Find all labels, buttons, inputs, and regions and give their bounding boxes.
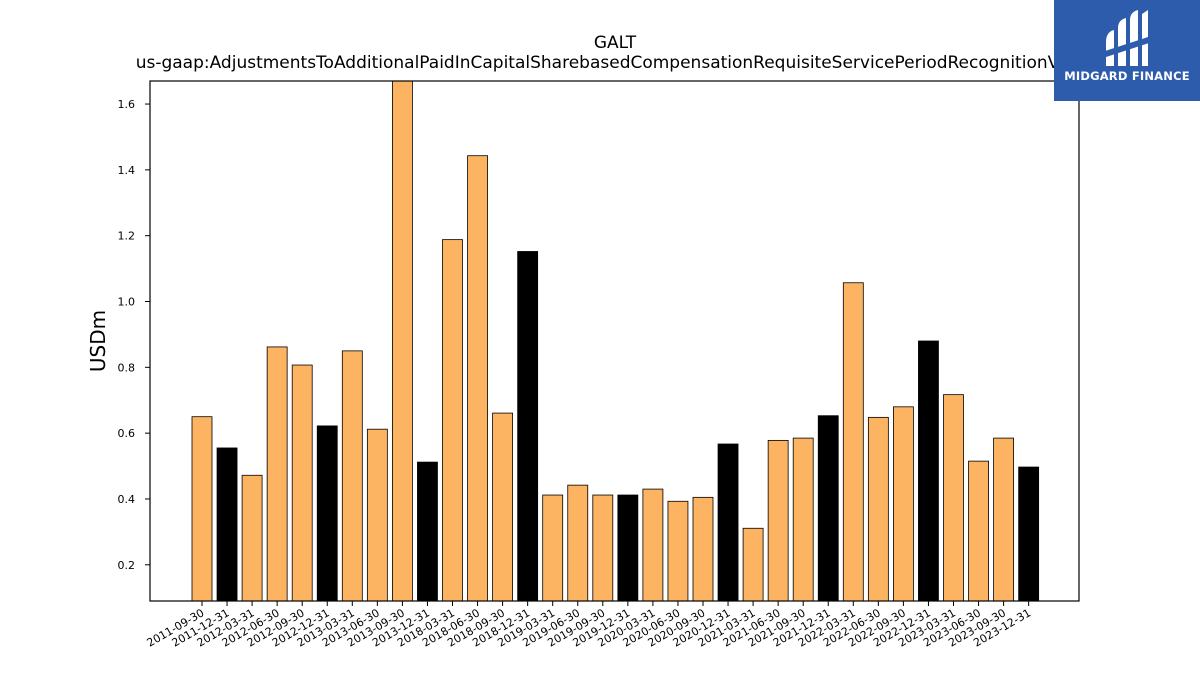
bar-2012-12-31 (316, 425, 338, 602)
bar-2023-09-30 (993, 437, 1014, 602)
y-tick-label: 1.4 (118, 164, 136, 177)
bar-2012-09-30 (291, 364, 313, 602)
bar-2019-03-31 (542, 494, 564, 602)
bar-2021-03-31 (742, 527, 764, 602)
brand-name: MIDGARD FINANCE (1064, 69, 1190, 83)
midgard-finance-logo: MIDGARD FINANCE (1054, 0, 1200, 101)
bar-2011-12-31 (216, 447, 238, 602)
bar-2022-12-31 (918, 340, 939, 602)
bar-2020-09-30 (692, 496, 714, 602)
bar-2013-12-31 (417, 461, 438, 602)
chart-title: GALT (594, 33, 637, 53)
y-axis-label: USDm (86, 310, 110, 372)
bar-2019-06-30 (567, 484, 589, 602)
bar-2012-03-31 (241, 474, 263, 602)
bar-2021-09-30 (792, 437, 814, 602)
bar-2011-09-30 (191, 416, 213, 602)
y-tick-label: 0.6 (118, 427, 136, 440)
y-tick-label: 0.4 (118, 493, 136, 506)
y-tick-label: 1.0 (118, 296, 136, 309)
plot-frame (149, 80, 1080, 602)
x-axis: 2011-09-302011-12-312012-03-312012-06-30… (145, 601, 1033, 650)
bar-2018-03-31 (442, 239, 463, 602)
bar-2013-09-30 (391, 80, 413, 602)
bar-2018-12-31 (517, 251, 539, 602)
bar-series (191, 80, 1040, 602)
bar-2023-06-30 (968, 460, 989, 602)
y-tick-label: 1.6 (118, 98, 136, 111)
y-tick-label: 1.2 (118, 230, 136, 243)
bar-2023-03-31 (943, 394, 964, 602)
bar-2022-03-31 (842, 282, 864, 602)
chart-subtitle: us-gaap:AdjustmentsToAdditionalPaidInCap… (136, 53, 1095, 73)
bar-2020-06-30 (667, 500, 689, 602)
bar-2018-09-30 (492, 412, 514, 602)
bar-2012-06-30 (266, 346, 288, 602)
logo-mark-icon (1104, 10, 1150, 66)
bar-2013-03-31 (341, 350, 363, 602)
y-tick-label: 0.2 (118, 559, 136, 572)
y-tick-label: 0.8 (118, 361, 136, 374)
bar-2018-06-30 (467, 155, 488, 602)
bar-2019-12-31 (617, 494, 639, 602)
bar-2022-09-30 (893, 406, 914, 602)
bar-2020-03-31 (642, 488, 664, 602)
bar-2021-12-31 (817, 415, 839, 602)
bar-2019-09-30 (592, 494, 614, 602)
y-axis: 0.2 0.4 0.6 0.8 1.0 1.2 1.4 1.6 (118, 98, 150, 572)
bar-2022-06-30 (867, 416, 889, 602)
bar-2020-12-31 (717, 443, 739, 602)
bar-2013-06-30 (366, 428, 388, 602)
bar-2023-12-31 (1018, 466, 1040, 602)
bar-2021-06-30 (767, 439, 789, 602)
